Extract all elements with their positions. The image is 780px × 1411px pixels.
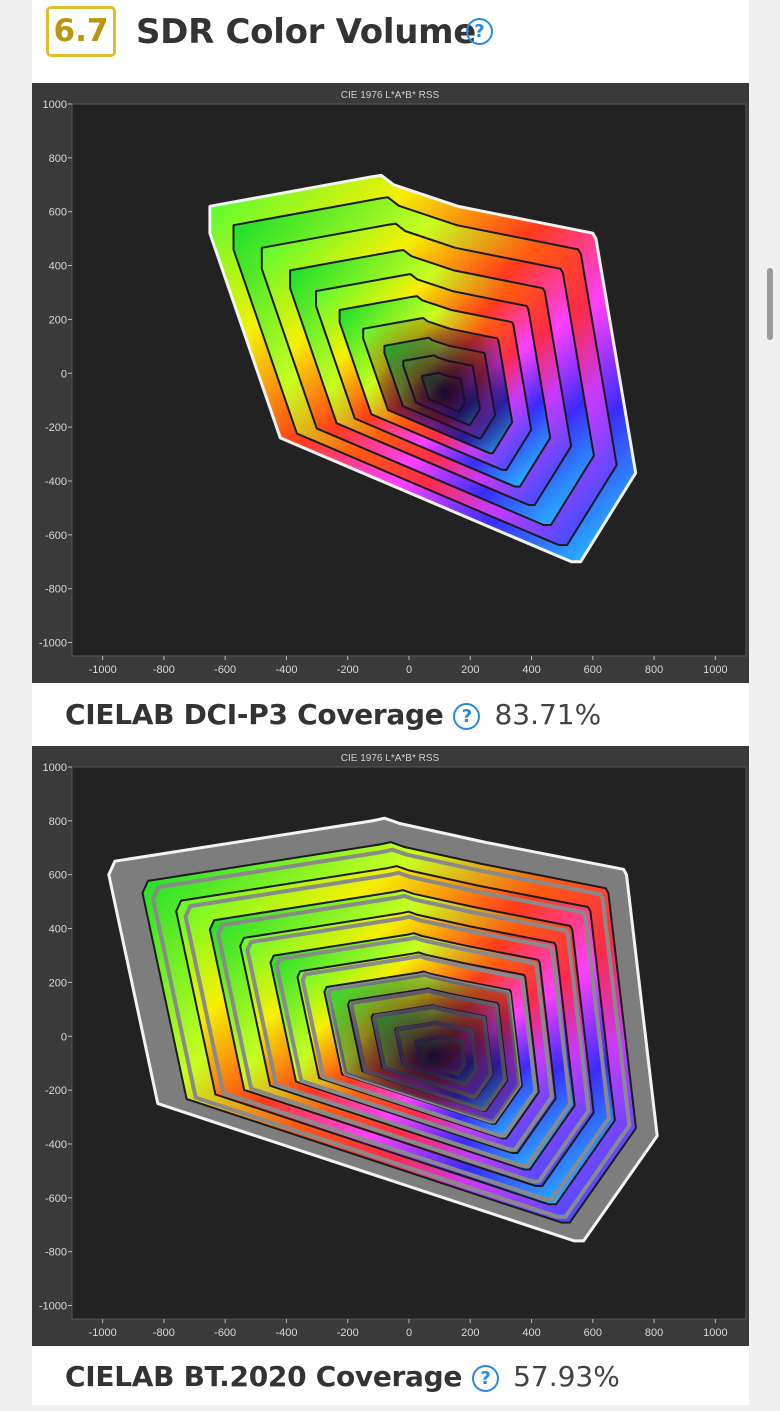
y-tick-label: 200 (49, 977, 67, 989)
chart-title: CIE 1976 L*A*B* RSS (341, 753, 440, 764)
x-tick-label: 200 (461, 1327, 479, 1339)
dci-p3-plot: CIE 1976 L*A*B* RSS 1000 800 600 400 200 0 -200… (32, 83, 749, 683)
y-tick-label: 600 (49, 870, 67, 882)
gamut-gap-band (183, 870, 612, 1202)
x-tick-label: 0 (406, 664, 412, 676)
y-tick-label: -1000 (39, 1301, 67, 1313)
dci-p3-coverage-label: CIELAB DCI-P3 Coverage (65, 698, 444, 731)
scrollbar-thumb[interactable] (767, 268, 773, 340)
x-tick-label: -1000 (89, 1327, 117, 1339)
x-tick-label: -600 (214, 664, 236, 676)
y-tick-label: -200 (45, 422, 67, 434)
y-tick-label: 1000 (43, 762, 67, 774)
section-header: 6.7 SDR Color Volume ? (32, 0, 749, 83)
x-tick-label: 400 (522, 1327, 540, 1339)
gamut-gap-band (216, 893, 591, 1184)
x-tick-label: -800 (153, 1327, 175, 1339)
y-tick-label: 800 (49, 153, 67, 165)
y-tick-label: 1000 (43, 99, 67, 111)
y-tick-label: 400 (49, 261, 67, 273)
y-tick-label: 0 (61, 368, 67, 380)
y-tick-label: -400 (45, 1139, 67, 1151)
gamut-core (363, 318, 513, 454)
x-tick-label: 200 (461, 664, 479, 676)
help-icon[interactable]: ? (453, 703, 481, 730)
x-tick-label: 800 (645, 664, 663, 676)
gamut-gap-band (245, 914, 573, 1168)
help-icon[interactable]: ? (472, 1365, 500, 1392)
x-tick-label: -200 (337, 1327, 359, 1339)
y-tick-label: -1000 (39, 638, 67, 650)
bt2020-coverage-value: 57.93% (513, 1360, 620, 1393)
y-tick-label: 200 (49, 314, 67, 326)
dci-p3-gamut-chart: CIE 1976 L*A*B* RSS 1000 800 600 400 200 0 -200… (32, 83, 749, 683)
y-tick-label: -600 (45, 530, 67, 542)
y-tick-label: -800 (45, 584, 67, 596)
y-tick-label: 800 (49, 816, 67, 828)
bt2020-gamut-chart: CIE 1976 L*A*B* RSS 1000 800 600 400 200 0 -200… (32, 746, 749, 1346)
gamut-gap-band (151, 847, 632, 1219)
x-tick-label: -600 (214, 1327, 236, 1339)
bt2020-plot: CIE 1976 L*A*B* RSS 1000 800 600 400 200 0 -200… (32, 746, 749, 1346)
gamut-gap-band (274, 935, 554, 1152)
x-tick-label: -200 (337, 664, 359, 676)
x-tick-label: 1000 (703, 1327, 727, 1339)
y-tick-label: -200 (45, 1085, 67, 1097)
x-tick-label: 0 (406, 1327, 412, 1339)
dci-p3-coverage-row: CIELAB DCI-P3 Coverage? 83.71% (65, 685, 601, 745)
bt2020-coverage-label: CIELAB BT.2020 Coverage (65, 1360, 463, 1393)
chart-title: CIE 1976 L*A*B* RSS (341, 90, 440, 101)
gamut-core (327, 973, 520, 1122)
x-tick-label: -800 (153, 664, 175, 676)
y-tick-label: -600 (45, 1193, 67, 1205)
x-tick-label: -400 (275, 664, 297, 676)
x-tick-label: -400 (275, 1327, 297, 1339)
y-tick-label: -800 (45, 1247, 67, 1259)
y-tick-label: -400 (45, 476, 67, 488)
x-tick-label: 800 (645, 1327, 663, 1339)
dci-p3-coverage-value: 83.71% (494, 698, 602, 731)
section-title: SDR Color Volume (136, 12, 477, 52)
help-icon[interactable]: ? (466, 18, 493, 45)
y-tick-label: 400 (49, 924, 67, 936)
x-tick-label: 600 (584, 664, 602, 676)
gamut-gap-band (300, 954, 538, 1138)
y-tick-label: 0 (61, 1031, 67, 1043)
x-tick-label: 1000 (703, 664, 727, 676)
color-volume-card: 6.7 SDR Color Volume ? CIE 1976 L*A*B* R… (32, 0, 749, 1405)
score-badge: 6.7 (46, 6, 116, 57)
y-tick-label: 600 (49, 207, 67, 219)
x-tick-label: -1000 (89, 664, 117, 676)
x-tick-label: 400 (522, 664, 540, 676)
x-tick-label: 600 (584, 1327, 602, 1339)
bt2020-coverage-row: CIELAB BT.2020 Coverage? 57.93% (65, 1347, 620, 1407)
